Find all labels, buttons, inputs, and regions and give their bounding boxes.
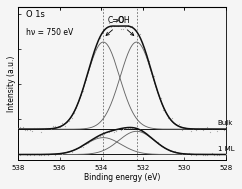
Y-axis label: Intensity (a.u.): Intensity (a.u.) (7, 55, 16, 112)
X-axis label: Binding energy (eV): Binding energy (eV) (84, 173, 160, 182)
Text: 1 ML: 1 ML (218, 146, 234, 152)
Text: -OH: -OH (106, 16, 130, 35)
Text: Bulk: Bulk (218, 120, 233, 126)
Text: C=O: C=O (108, 16, 134, 35)
Text: hν = 750 eV: hν = 750 eV (26, 28, 74, 37)
Text: O 1s: O 1s (26, 10, 45, 19)
